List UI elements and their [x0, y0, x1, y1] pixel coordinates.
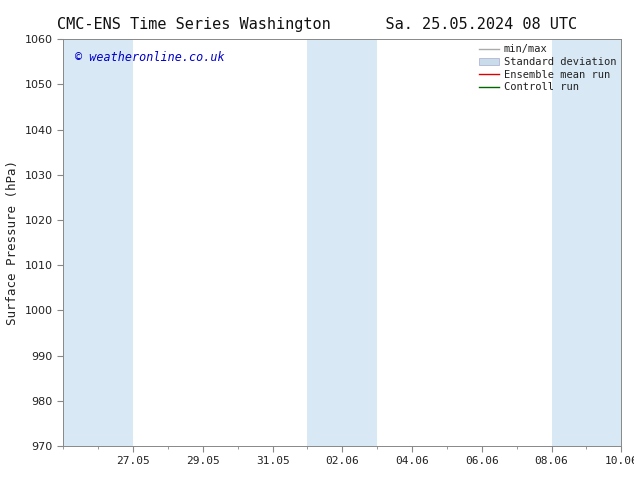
Bar: [552, 39, 621, 446]
Text: © weatheronline.co.uk: © weatheronline.co.uk: [75, 51, 224, 64]
Legend: min/max, Standard deviation, Ensemble mean run, Controll run: min/max, Standard deviation, Ensemble me…: [477, 42, 618, 94]
Text: CMC-ENS Time Series Washington      Sa. 25.05.2024 08 UTC: CMC-ENS Time Series Washington Sa. 25.05…: [57, 17, 577, 32]
Bar: [63, 39, 133, 446]
Bar: [307, 39, 377, 446]
Y-axis label: Surface Pressure (hPa): Surface Pressure (hPa): [6, 160, 19, 325]
